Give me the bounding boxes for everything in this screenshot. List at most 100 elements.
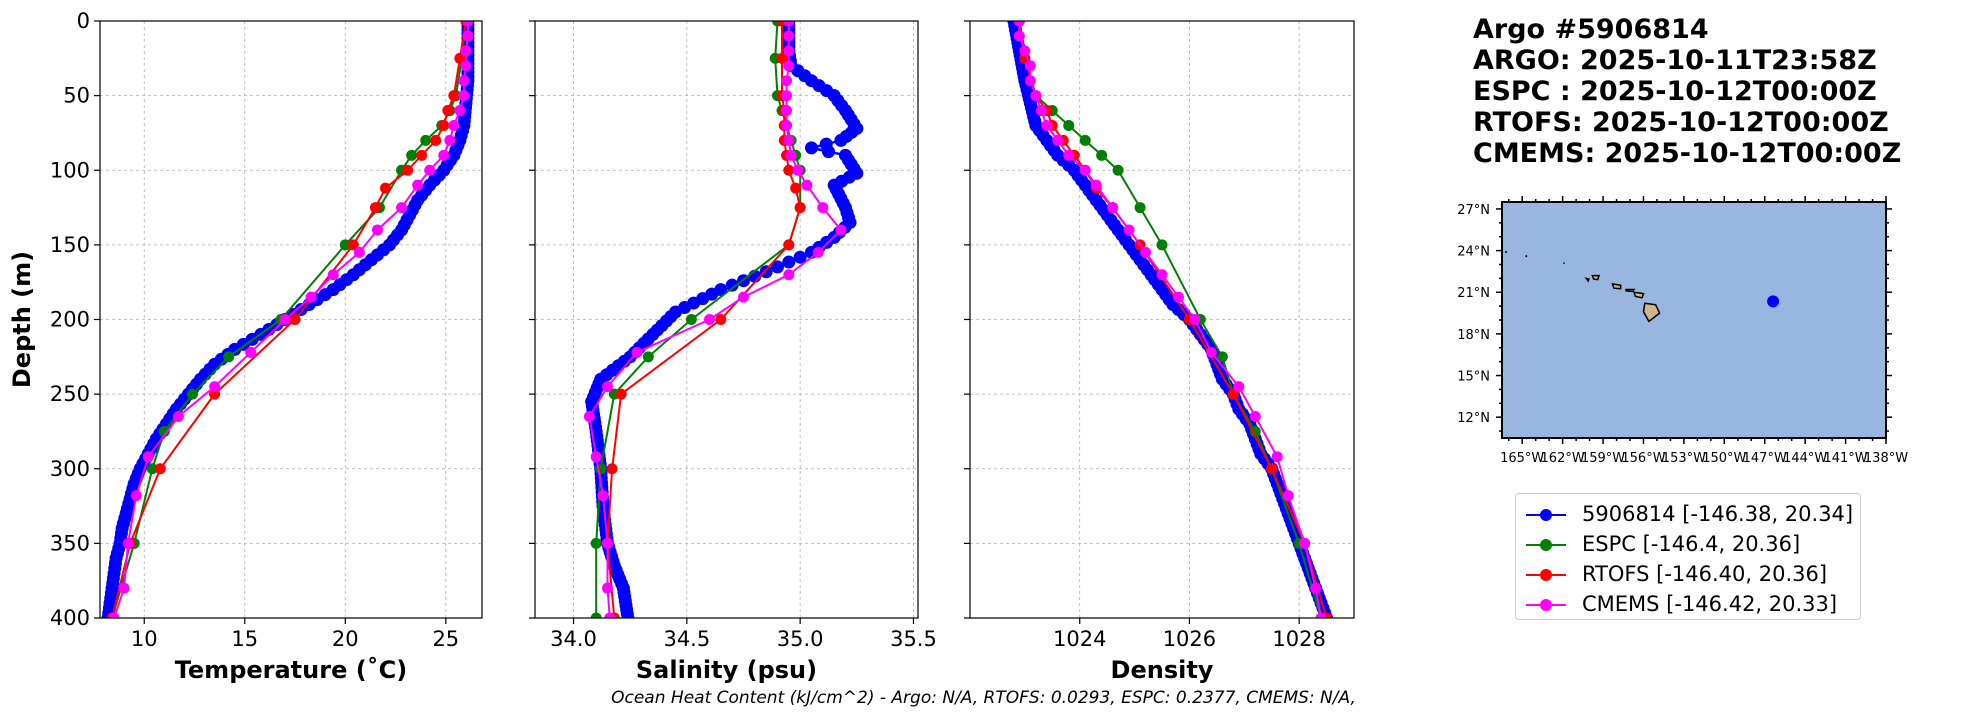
legend: 5906814 [-146.38, 20.34] ESPC [-146.4, 2… [1515, 493, 1861, 620]
map-lon-label: 144°W [1783, 451, 1827, 466]
data-point-cmems [817, 202, 829, 214]
data-point-rtofs [402, 164, 414, 176]
data-point-cmems [118, 582, 130, 594]
data-point-cmems [737, 291, 749, 303]
data-point-cmems [1189, 314, 1201, 325]
data-point-cmems [781, 105, 793, 117]
data-point-cmems [602, 537, 614, 549]
data-point-cmems [460, 45, 472, 57]
data-point-cmems [1282, 490, 1294, 502]
rtofs-time-title: RTOFS: 2025-10-12T00:00Z [1473, 107, 1889, 138]
map-lat-label: 21°N [1457, 286, 1490, 301]
data-point-espc [223, 351, 235, 363]
data-point-espc [1079, 134, 1091, 146]
x-tick-label: 34.5 [663, 627, 710, 651]
data-point-cmems [122, 537, 134, 549]
argo-time-title: ARGO: 2025-10-11T23:58Z [1473, 45, 1877, 76]
data-point-rtofs [790, 182, 802, 194]
y-tick-label: 300 [50, 457, 90, 481]
data-point-rtofs [794, 202, 806, 214]
data-point-cmems [438, 149, 450, 161]
island-molokai [1625, 288, 1636, 293]
data-point-argo [782, 255, 796, 269]
data-point-rtofs [715, 314, 727, 325]
x-tick-label: 20 [332, 627, 359, 651]
data-point-argo [621, 611, 635, 618]
data-point-cmems [783, 134, 795, 146]
y-axis-label: Depth (m) [8, 251, 36, 388]
data-point-cmems [783, 45, 795, 57]
data-point-espc [642, 351, 654, 363]
data-point-espc [146, 463, 158, 475]
data-point-espc [158, 425, 170, 437]
data-point-cmems [1299, 537, 1311, 549]
data-point-cmems [783, 60, 795, 72]
temperature-panel: 10 15 20 25050100150200250300350400Temperat… [8, 9, 483, 684]
data-point-cmems [1024, 75, 1036, 87]
map-lon-label: 150°W [1702, 451, 1746, 466]
legend-label: 5906814 [-146.38, 20.34] [1582, 502, 1854, 526]
data-point-cmems [1249, 411, 1261, 423]
data-point-cmems [835, 224, 847, 236]
data-point-espc [339, 239, 351, 251]
data-point-cmems [602, 381, 614, 393]
y-tick-label: 400 [50, 606, 90, 630]
data-point-cmems [279, 314, 291, 325]
data-point-cmems [583, 411, 595, 423]
x-tick-label: 35.5 [890, 627, 937, 651]
x-tick-label: 34.0 [550, 627, 597, 651]
data-point-rtofs [154, 463, 166, 475]
x-tick-label: 1026 [1163, 627, 1216, 651]
map-lat-label: 18°N [1457, 328, 1490, 343]
data-point-cmems [1156, 269, 1168, 281]
data-point-cmems [1205, 346, 1217, 358]
data-point-cmems [462, 21, 474, 27]
data-point-cmems [785, 149, 797, 161]
data-point-cmems [1140, 246, 1152, 258]
data-point-cmems [1079, 164, 1091, 176]
data-point-cmems [1310, 582, 1322, 594]
data-point-cmems [1107, 202, 1119, 214]
y-tick-label: 150 [50, 233, 90, 257]
map-lon-label: 165°W [1500, 451, 1544, 466]
data-point-cmems [704, 314, 716, 325]
data-point-cmems [108, 612, 120, 618]
map-lon-label: 138°W [1864, 451, 1908, 466]
map-lat-label: 27°N [1457, 203, 1490, 218]
data-point-cmems [444, 134, 456, 146]
title-block: Argo #5906814 ARGO: 2025-10-11T23:58Z ES… [1473, 14, 1901, 169]
y-tick-label: 250 [50, 382, 90, 406]
legend-label: ESPC [-146.4, 20.36] [1582, 532, 1801, 556]
legend-label: CMEMS [-146.42, 20.33] [1582, 592, 1838, 616]
data-point-argo [759, 265, 773, 279]
y-tick-label: 50 [63, 84, 90, 108]
legend-item-argo: 5906814 [-146.38, 20.34] [1516, 500, 1860, 530]
data-point-espc [1249, 425, 1261, 437]
island-maui [1632, 291, 1645, 299]
data-point-rtofs [783, 239, 795, 251]
data-point-rtofs [289, 314, 301, 325]
x-tick-label: 35.0 [777, 627, 824, 651]
data-point-cmems [396, 202, 408, 214]
x-tick-label: 10 [131, 627, 158, 651]
data-point-espc [406, 149, 418, 161]
data-point-espc [1156, 239, 1168, 251]
map-lon-label: 141°W [1823, 451, 1867, 466]
data-point-espc [590, 537, 602, 549]
data-point-espc [1216, 351, 1228, 363]
data-point-cmems [454, 105, 466, 117]
data-point-rtofs [1266, 463, 1278, 475]
data-point-cmems [412, 179, 424, 191]
islet [1525, 255, 1528, 258]
island-oahu [1611, 282, 1622, 290]
legend-label: RTOFS [-146.40, 20.36] [1582, 562, 1828, 586]
espc-time-title: ESPC : 2025-10-12T00:00Z [1473, 76, 1877, 107]
map-lat-label: 15°N [1457, 370, 1490, 385]
data-point-cmems [172, 411, 184, 423]
series-line-rtofs [606, 21, 802, 618]
x-axis-label: Density [1111, 656, 1214, 684]
data-point-cmems [812, 246, 824, 258]
x-axis-label: Temperature (˚C) [175, 656, 408, 684]
data-point-cmems [1030, 90, 1042, 102]
data-point-cmems [602, 582, 614, 594]
